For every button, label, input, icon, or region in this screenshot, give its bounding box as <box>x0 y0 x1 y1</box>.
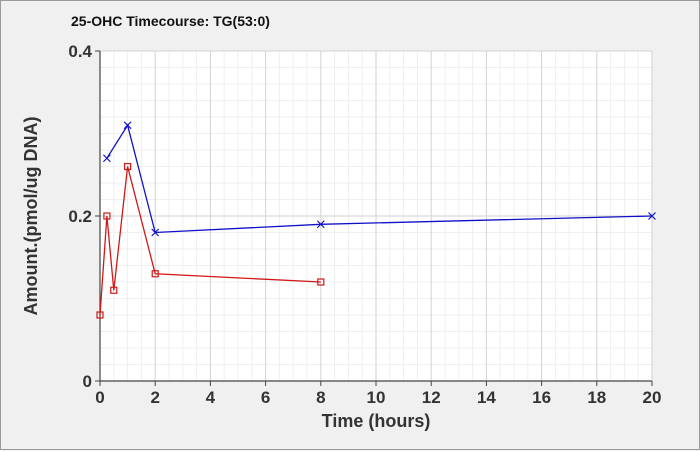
data-point-square-marker <box>317 278 325 286</box>
series-1 <box>102 121 656 237</box>
axes <box>95 50 653 386</box>
x-tick-label: 8 <box>316 388 325 407</box>
data-point-square-marker <box>103 212 111 220</box>
x-tick-label: 14 <box>477 388 496 407</box>
y-tick-label: 0 <box>83 372 92 391</box>
data-point-x-marker <box>151 228 160 237</box>
x-tick-label: 16 <box>532 388 551 407</box>
data-point-square-marker <box>151 270 159 278</box>
series-2 <box>96 162 325 319</box>
x-tick-label: 18 <box>587 388 606 407</box>
grid <box>99 50 653 382</box>
data-point-square-marker <box>96 311 104 319</box>
data-point-x-marker <box>102 154 111 163</box>
tick-labels: 0 2 4 6 8 10 12 14 16 18 20 0 0.2 0.4 <box>68 42 661 407</box>
x-tick-label: 10 <box>367 388 386 407</box>
chart-title: 25-OHC Timecourse: TG(53:0) <box>71 13 270 29</box>
data-point-x-marker <box>648 212 656 220</box>
data-point-square-marker <box>110 286 118 294</box>
data-point-x-marker <box>123 121 132 130</box>
y-tick-label: 0.2 <box>68 207 92 226</box>
y-axis-label: Amount.(pmol/ug DNA) <box>21 117 41 316</box>
x-tick-label: 4 <box>206 388 216 407</box>
data-point-square-marker <box>123 162 132 171</box>
series-line <box>99 166 321 316</box>
x-tick-label: 0 <box>95 388 104 407</box>
x-tick-label: 6 <box>261 388 270 407</box>
data-point-x-marker <box>316 220 325 229</box>
x-axis-label: Time (hours) <box>322 411 431 431</box>
x-tick-label: 20 <box>643 388 662 407</box>
x-tick-label: 12 <box>422 388 441 407</box>
y-tick-label: 0.4 <box>68 42 92 61</box>
x-tick-label: 2 <box>150 388 159 407</box>
series-group <box>96 121 656 319</box>
